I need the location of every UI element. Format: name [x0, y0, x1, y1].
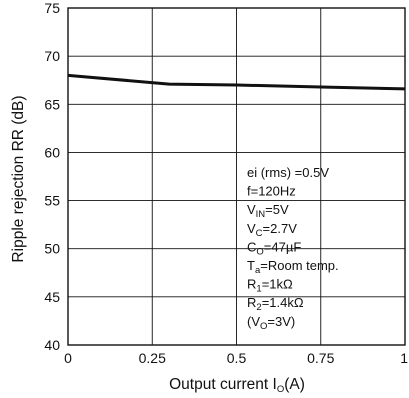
condition-subscript: O	[260, 321, 267, 332]
condition-line: VIN=5V	[247, 202, 289, 220]
x-axis-label: Output current IO(A)	[169, 376, 305, 395]
condition-line: VC=2.7V	[247, 221, 297, 239]
series-layer	[67, 73, 406, 91]
condition-text: C	[247, 239, 256, 254]
y-tick-label: 60	[44, 144, 60, 160]
condition-text: (V	[247, 314, 260, 329]
condition-subscript: 2	[256, 302, 261, 313]
condition-text: =2.7V	[263, 221, 298, 236]
x-tick-label: 0.5	[227, 350, 247, 366]
condition-line: (VO=3V)	[247, 314, 295, 332]
grid-lines	[68, 8, 405, 345]
condition-line: R1=1kΩ	[247, 277, 293, 295]
x-tick-label: 0.75	[307, 350, 334, 366]
y-tick-labels: 40 45 50 55 60 65 70 75	[44, 0, 60, 353]
condition-text: =3V)	[267, 314, 295, 329]
condition-text: R	[247, 295, 256, 310]
x-tick-label: 0	[64, 350, 72, 366]
condition-line: Ta=Room temp.	[247, 258, 339, 276]
y-axis-label: Ripple rejection RR (dB)	[10, 95, 27, 262]
condition-text: =47µF	[264, 239, 302, 254]
y-tick-label: 45	[44, 289, 60, 305]
condition-line: f=120Hz	[247, 184, 296, 199]
condition-subscript: 1	[256, 284, 261, 295]
condition-text: =Room temp.	[260, 258, 338, 273]
condition-text: V	[247, 221, 256, 236]
condition-text: =5V	[265, 202, 289, 217]
y-tick-label: 75	[44, 0, 60, 16]
conditions-annotation: ei (rms) =0.5Vf=120HzVIN=5VVC=2.7VCO=47µ…	[247, 165, 339, 332]
condition-line: R2=1.4kΩ	[247, 295, 304, 313]
condition-line: CO=47µF	[247, 239, 301, 257]
x-axis-label-unit: (A)	[284, 376, 305, 393]
y-tick-label: 70	[44, 48, 60, 64]
y-tick-label: 40	[44, 337, 60, 353]
condition-text: R	[247, 277, 256, 292]
x-tick-label: 0.25	[139, 350, 166, 366]
condition-text: =1.4kΩ	[262, 295, 304, 310]
condition-text: f=120Hz	[247, 184, 296, 199]
condition-subscript: C	[256, 228, 263, 239]
condition-subscript: a	[255, 265, 261, 276]
condition-line: ei (rms) =0.5V	[247, 165, 329, 180]
x-axis-label-subscript: O	[277, 384, 284, 395]
condition-text: ei (rms) =0.5V	[247, 165, 329, 180]
plot-frame	[67, 7, 406, 346]
y-tick-label: 55	[44, 193, 60, 209]
x-tick-label: 1	[400, 350, 408, 366]
x-tick-labels: 0 0.25 0.5 0.75 1	[64, 350, 408, 366]
series-line	[67, 73, 406, 91]
x-axis-label-main: Output current I	[169, 376, 277, 393]
condition-text: V	[247, 202, 256, 217]
condition-text: T	[247, 258, 255, 273]
condition-subscript: O	[256, 246, 263, 257]
y-tick-label: 50	[44, 241, 60, 257]
condition-text: =1kΩ	[262, 277, 293, 292]
y-tick-label: 65	[44, 96, 60, 112]
condition-subscript: IN	[256, 209, 266, 220]
